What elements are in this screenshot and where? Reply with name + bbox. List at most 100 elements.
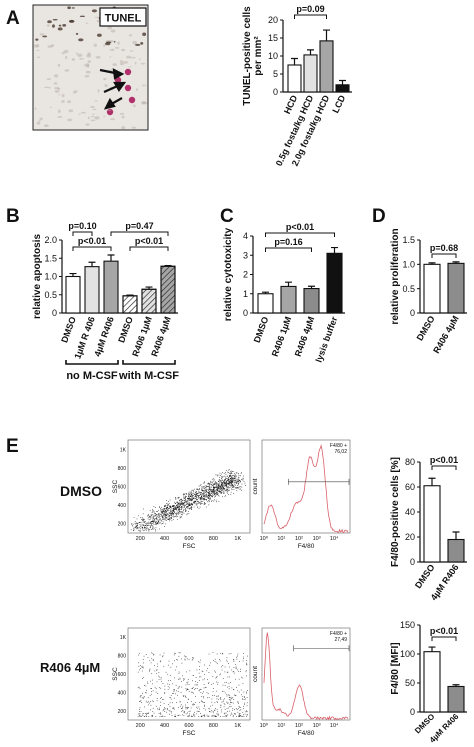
event-dot — [230, 472, 232, 474]
event-dot — [172, 519, 174, 520]
event-dot — [226, 492, 228, 494]
y-tick-label: 1.5 — [44, 253, 57, 263]
event-dot — [237, 483, 239, 485]
event-dot — [167, 509, 168, 511]
event-dot — [185, 508, 186, 509]
event-dot — [197, 501, 199, 503]
y-tick-label: 600 — [118, 485, 127, 491]
event-dot — [219, 488, 221, 490]
event-dot — [242, 698, 244, 700]
event-dot — [204, 485, 206, 487]
event-dot — [202, 495, 204, 497]
event-dot — [189, 494, 191, 495]
event-dot — [194, 502, 195, 503]
event-dot — [241, 694, 242, 696]
event-dot — [208, 485, 210, 487]
tissue-spot — [96, 19, 100, 23]
event-dot — [198, 706, 200, 708]
event-dot — [178, 509, 180, 511]
event-dot — [197, 501, 199, 502]
event-dot — [164, 506, 166, 507]
event-dot — [201, 498, 203, 500]
event-dot — [132, 525, 133, 527]
event-dot — [199, 502, 200, 504]
tissue-spot — [142, 102, 148, 105]
event-dot — [232, 479, 234, 481]
tissue-spot — [78, 38, 84, 42]
event-dot — [242, 677, 244, 679]
event-dot — [209, 495, 211, 497]
event-dot — [241, 479, 242, 480]
bar — [287, 64, 302, 93]
tissue-spot — [104, 83, 108, 88]
event-dot — [182, 502, 184, 504]
tissue-spot — [104, 42, 111, 46]
event-dot — [143, 522, 145, 523]
event-dot — [217, 715, 219, 716]
event-dot — [214, 491, 215, 493]
event-dot — [196, 498, 198, 500]
event-dot — [238, 670, 240, 672]
p-value: p=0.68 — [430, 243, 458, 253]
micrograph: TUNEL — [32, 4, 149, 131]
event-dot — [155, 513, 156, 515]
event-dot — [213, 491, 215, 493]
event-dot — [234, 695, 236, 697]
event-dot — [157, 515, 159, 516]
event-dot — [165, 508, 167, 510]
event-dot — [229, 480, 231, 482]
event-dot — [221, 666, 222, 668]
event-dot — [205, 489, 207, 491]
event-dot — [137, 525, 138, 526]
event-dot — [194, 702, 196, 703]
event-dot — [228, 479, 229, 481]
event-dot — [148, 521, 150, 523]
event-dot — [243, 481, 245, 482]
event-dot — [236, 479, 238, 481]
event-dot — [230, 682, 231, 683]
event-dot — [235, 668, 237, 669]
plot-frame — [127, 627, 251, 721]
event-dot — [209, 491, 210, 493]
event-dot — [175, 669, 176, 671]
event-dot — [171, 512, 172, 514]
event-dot — [233, 659, 235, 661]
event-dot — [139, 701, 141, 702]
event-dot — [201, 496, 202, 498]
event-dot — [205, 687, 207, 689]
event-dot — [237, 708, 239, 710]
event-dot — [154, 686, 156, 688]
event-dot — [238, 715, 240, 717]
event-dot — [195, 495, 196, 497]
event-dot — [164, 510, 166, 512]
event-dot — [194, 501, 195, 503]
event-dot — [196, 504, 198, 506]
event-dot — [232, 485, 234, 487]
event-dot — [218, 484, 220, 486]
event-dot — [216, 489, 217, 491]
event-dot — [222, 653, 224, 655]
event-dot — [173, 508, 174, 510]
event-dot — [170, 506, 172, 508]
event-dot — [181, 681, 182, 682]
y-tick-label: 200 — [118, 709, 127, 715]
event-dot — [150, 688, 152, 689]
event-dot — [221, 701, 223, 703]
event-dot — [132, 530, 134, 532]
event-dot — [139, 696, 141, 698]
event-dot — [230, 478, 231, 480]
event-dot — [152, 716, 154, 718]
event-dot — [199, 702, 200, 703]
event-dot — [213, 485, 215, 487]
event-dot — [153, 516, 155, 517]
event-dot — [214, 709, 216, 711]
event-dot — [137, 687, 139, 689]
event-dot — [223, 475, 225, 477]
event-dot — [207, 486, 209, 487]
tissue-spot — [51, 24, 55, 28]
event-dot — [219, 488, 221, 490]
event-dot — [215, 484, 217, 486]
event-dot — [196, 497, 197, 498]
event-dot — [224, 698, 225, 700]
event-dot — [167, 517, 169, 519]
